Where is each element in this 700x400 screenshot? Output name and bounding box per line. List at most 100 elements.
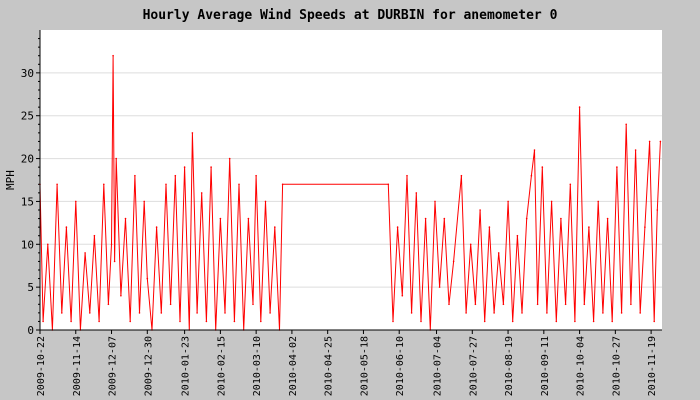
wind-speed-point: [533, 149, 536, 151]
wind-speed-point: [465, 312, 467, 314]
wind-speed-point: [521, 312, 523, 314]
y-tick-label: 0: [27, 324, 34, 337]
wind-speed-point: [415, 192, 418, 194]
wind-speed-point: [75, 200, 77, 203]
wind-speed-point: [138, 312, 141, 314]
wind-speed-point: [424, 217, 427, 220]
wind-speed-point: [546, 312, 548, 314]
wind-speed-point: [98, 320, 100, 323]
wind-speed-point: [238, 183, 240, 186]
wind-speed-point: [460, 174, 463, 177]
wind-speed-point: [443, 217, 446, 220]
x-axis-ticks: 2009-10-22 2009-11-14 2009-12-07 2009-12-30…: [36, 330, 658, 396]
x-tick-label: 2010-05-18: [359, 336, 370, 396]
x-tick-label: 2010-07-04: [433, 336, 444, 396]
wind-speed-point: [483, 320, 486, 323]
y-axis-ticks: 0 5 10 15 20 25 30: [21, 38, 40, 337]
y-tick-label: 5: [27, 281, 34, 294]
wind-speed-point: [602, 312, 604, 314]
wind-speed-point: [452, 260, 455, 263]
wind-speed-point: [124, 217, 127, 220]
y-axis-label: MPH: [4, 170, 17, 190]
wind-speed-point: [174, 174, 177, 177]
wind-speed-point: [219, 217, 222, 220]
wind-speed-point: [103, 183, 105, 186]
wind-speed-point: [479, 209, 481, 211]
x-tick-label: 2010-02-15: [216, 336, 227, 396]
chart-title: Hourly Average Wind Speeds at DURBIN for…: [143, 8, 558, 23]
wind-speed-point: [392, 320, 394, 323]
wind-speed-point: [146, 277, 149, 280]
x-tick-label: 2010-04-25: [324, 336, 335, 396]
wind-speed-point: [269, 312, 271, 314]
x-tick-label: 2009-12-30: [143, 336, 154, 396]
wind-speed-point: [434, 200, 436, 203]
wind-speed-point: [183, 166, 186, 168]
wind-speed-point: [387, 183, 390, 186]
wind-speed-point: [583, 303, 586, 306]
x-tick-label: 2009-10-22: [36, 336, 47, 396]
wind-speed-point: [281, 183, 284, 186]
wind-speed-point: [474, 303, 477, 306]
wind-speed-point: [625, 123, 627, 126]
wind-speed-point: [630, 303, 632, 306]
wind-speed-point: [396, 226, 399, 228]
wind-speed-point: [89, 312, 91, 314]
wind-speed-point: [502, 303, 505, 306]
wind-speed-point: [564, 303, 567, 306]
wind-speed-point: [274, 226, 276, 228]
wind-speed-point: [196, 312, 198, 314]
wind-speed-point: [61, 312, 63, 314]
wind-speed-point: [648, 140, 651, 143]
wind-speed-point: [541, 166, 544, 168]
wind-speed-point: [606, 217, 609, 220]
wind-speed-point: [644, 226, 646, 228]
wind-speed-point: [597, 200, 599, 203]
wind-speed-point: [639, 312, 641, 314]
wind-speed-point: [70, 320, 72, 323]
wind-speed-point: [264, 200, 267, 203]
y-tick-label: 10: [21, 238, 34, 251]
x-tick-label: 2009-12-07: [108, 336, 119, 396]
wind-speed-point: [569, 183, 572, 186]
wind-speed-point: [228, 157, 231, 160]
wind-speed-point: [469, 243, 472, 246]
wind-speed-point: [588, 226, 590, 228]
wind-speed-point: [611, 320, 613, 323]
wind-speed-point: [112, 54, 114, 57]
wind-speed-point: [260, 320, 262, 323]
y-tick-label: 25: [21, 110, 34, 123]
wind-speed-point: [155, 226, 158, 228]
x-tick-label: 2010-10-27: [611, 336, 622, 396]
wind-speed-point: [255, 174, 257, 177]
wind-speed-point: [420, 320, 422, 323]
wind-speed-point: [134, 174, 136, 177]
wind-speed-point: [507, 200, 509, 203]
wind-speed-point: [448, 303, 450, 306]
wind-speed-point: [165, 183, 167, 186]
wind-speed-point: [616, 166, 618, 168]
wind-speed-point: [143, 200, 145, 203]
wind-speed-point: [93, 234, 96, 237]
wind-speed-point: [169, 303, 172, 306]
wind-speed-point: [574, 320, 576, 323]
wind-speed-point: [42, 320, 44, 323]
wind-speed-point: [191, 132, 194, 134]
x-tick-label: 2010-11-19: [647, 336, 658, 396]
x-tick-label: 2010-08-19: [504, 336, 515, 396]
x-tick-label: 2010-01-23: [181, 336, 192, 396]
wind-speed-point: [620, 312, 623, 314]
wind-speed-point: [530, 174, 533, 177]
y-tick-label: 30: [21, 67, 34, 80]
y-tick-label: 15: [21, 195, 34, 208]
wind-speed-point: [656, 209, 659, 211]
x-tick-label: 2010-06-10: [395, 336, 406, 396]
wind-speed-point: [511, 320, 514, 323]
wind-speed-point: [659, 140, 662, 143]
wind-speed-point: [233, 320, 236, 323]
wind-speed-point: [160, 312, 163, 314]
x-tick-label: 2010-10-04: [576, 336, 587, 396]
wind-speed-point: [65, 226, 68, 228]
wind-speed-point: [406, 174, 408, 177]
wind-speed-point: [493, 312, 495, 314]
